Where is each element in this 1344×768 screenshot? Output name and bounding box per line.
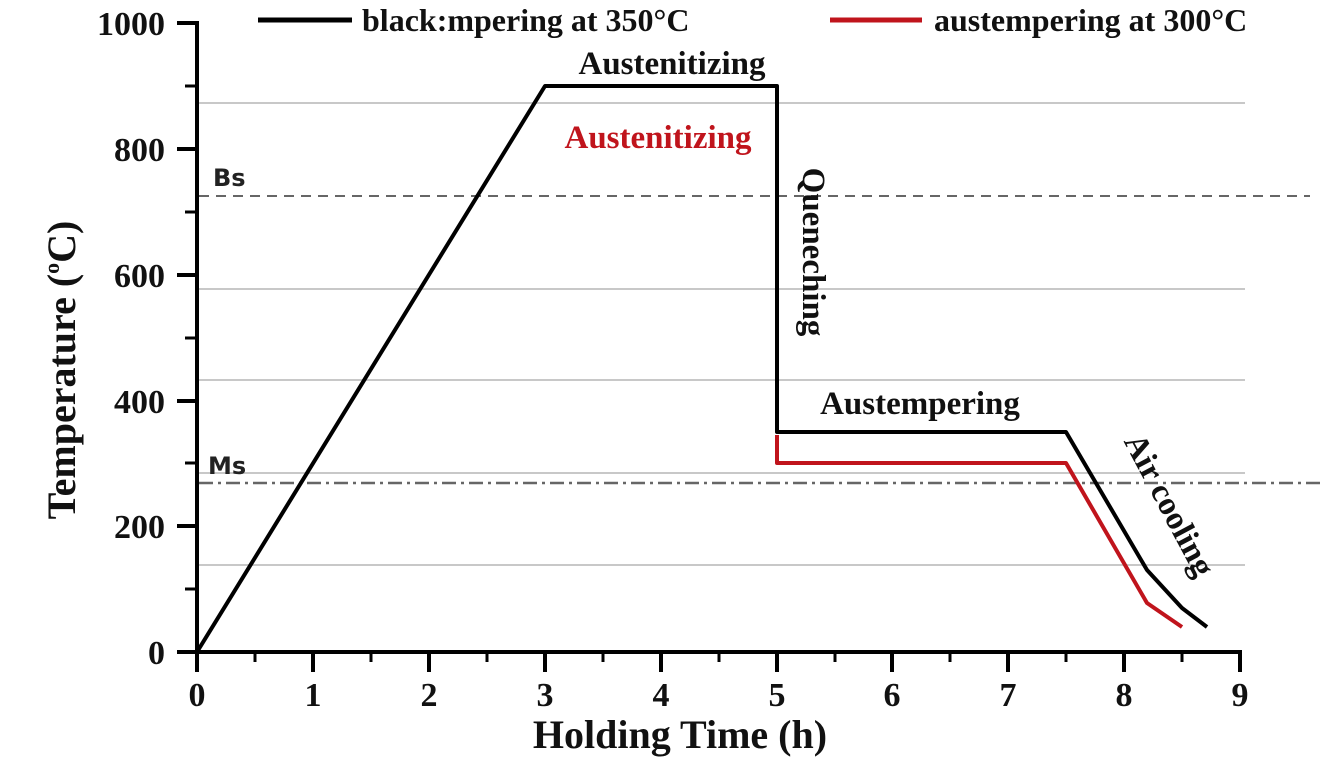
- y-tick-200: 200: [114, 509, 165, 546]
- bs-label: Bs: [213, 164, 246, 192]
- x-axis: [177, 650, 1242, 672]
- x-tick-3: 3: [537, 677, 554, 714]
- x-tick-1: 1: [305, 677, 322, 714]
- y-axis: [177, 21, 199, 662]
- y-axis-minor-ticks: [185, 84, 197, 591]
- x-tick-5: 5: [769, 677, 786, 714]
- y-tick-1000: 1000: [97, 6, 165, 43]
- annotation-austenitizing-black: Austenitizing: [578, 46, 766, 82]
- x-tick-7: 7: [1000, 677, 1017, 714]
- x-tick-0: 0: [189, 677, 206, 714]
- x-tick-4: 4: [653, 677, 670, 714]
- series-austempering-300: [775, 435, 1184, 629]
- y-tick-0: 0: [148, 635, 165, 672]
- annotation-austempering: Austempering: [820, 386, 1020, 422]
- annotation-air-cooling: Air cooling: [1116, 428, 1221, 583]
- y-tick-600: 600: [114, 258, 165, 295]
- gridlines: [199, 102, 1245, 566]
- legend: black:mpering at 350°C austempering at 3…: [258, 2, 1247, 38]
- y-axis-title: Temperature (oC): [39, 221, 84, 520]
- x-tick-labels: 0 1 2 3 4 5 6 7 8 9: [189, 677, 1249, 714]
- x-tick-9: 9: [1232, 677, 1249, 714]
- x-tick-8: 8: [1116, 677, 1133, 714]
- legend-label-red: austempering at 300°C: [934, 2, 1247, 38]
- x-axis-title: Holding Time (h): [533, 712, 827, 757]
- annotation-austenitizing-red: Austenitizing: [564, 120, 752, 156]
- x-axis-minor-ticks: [253, 652, 1184, 662]
- ms-label: Ms: [208, 452, 246, 480]
- legend-label-black: black:mpering at 350°C: [362, 2, 689, 38]
- x-tick-6: 6: [884, 677, 901, 714]
- annotation-quenching: Queneching: [795, 168, 831, 337]
- x-tick-2: 2: [421, 677, 438, 714]
- y-tick-labels: 1000 800 600 400 200 0: [97, 6, 165, 672]
- y-tick-800: 800: [114, 132, 165, 169]
- series-austempering-350: [195, 84, 1209, 654]
- y-tick-400: 400: [114, 384, 165, 421]
